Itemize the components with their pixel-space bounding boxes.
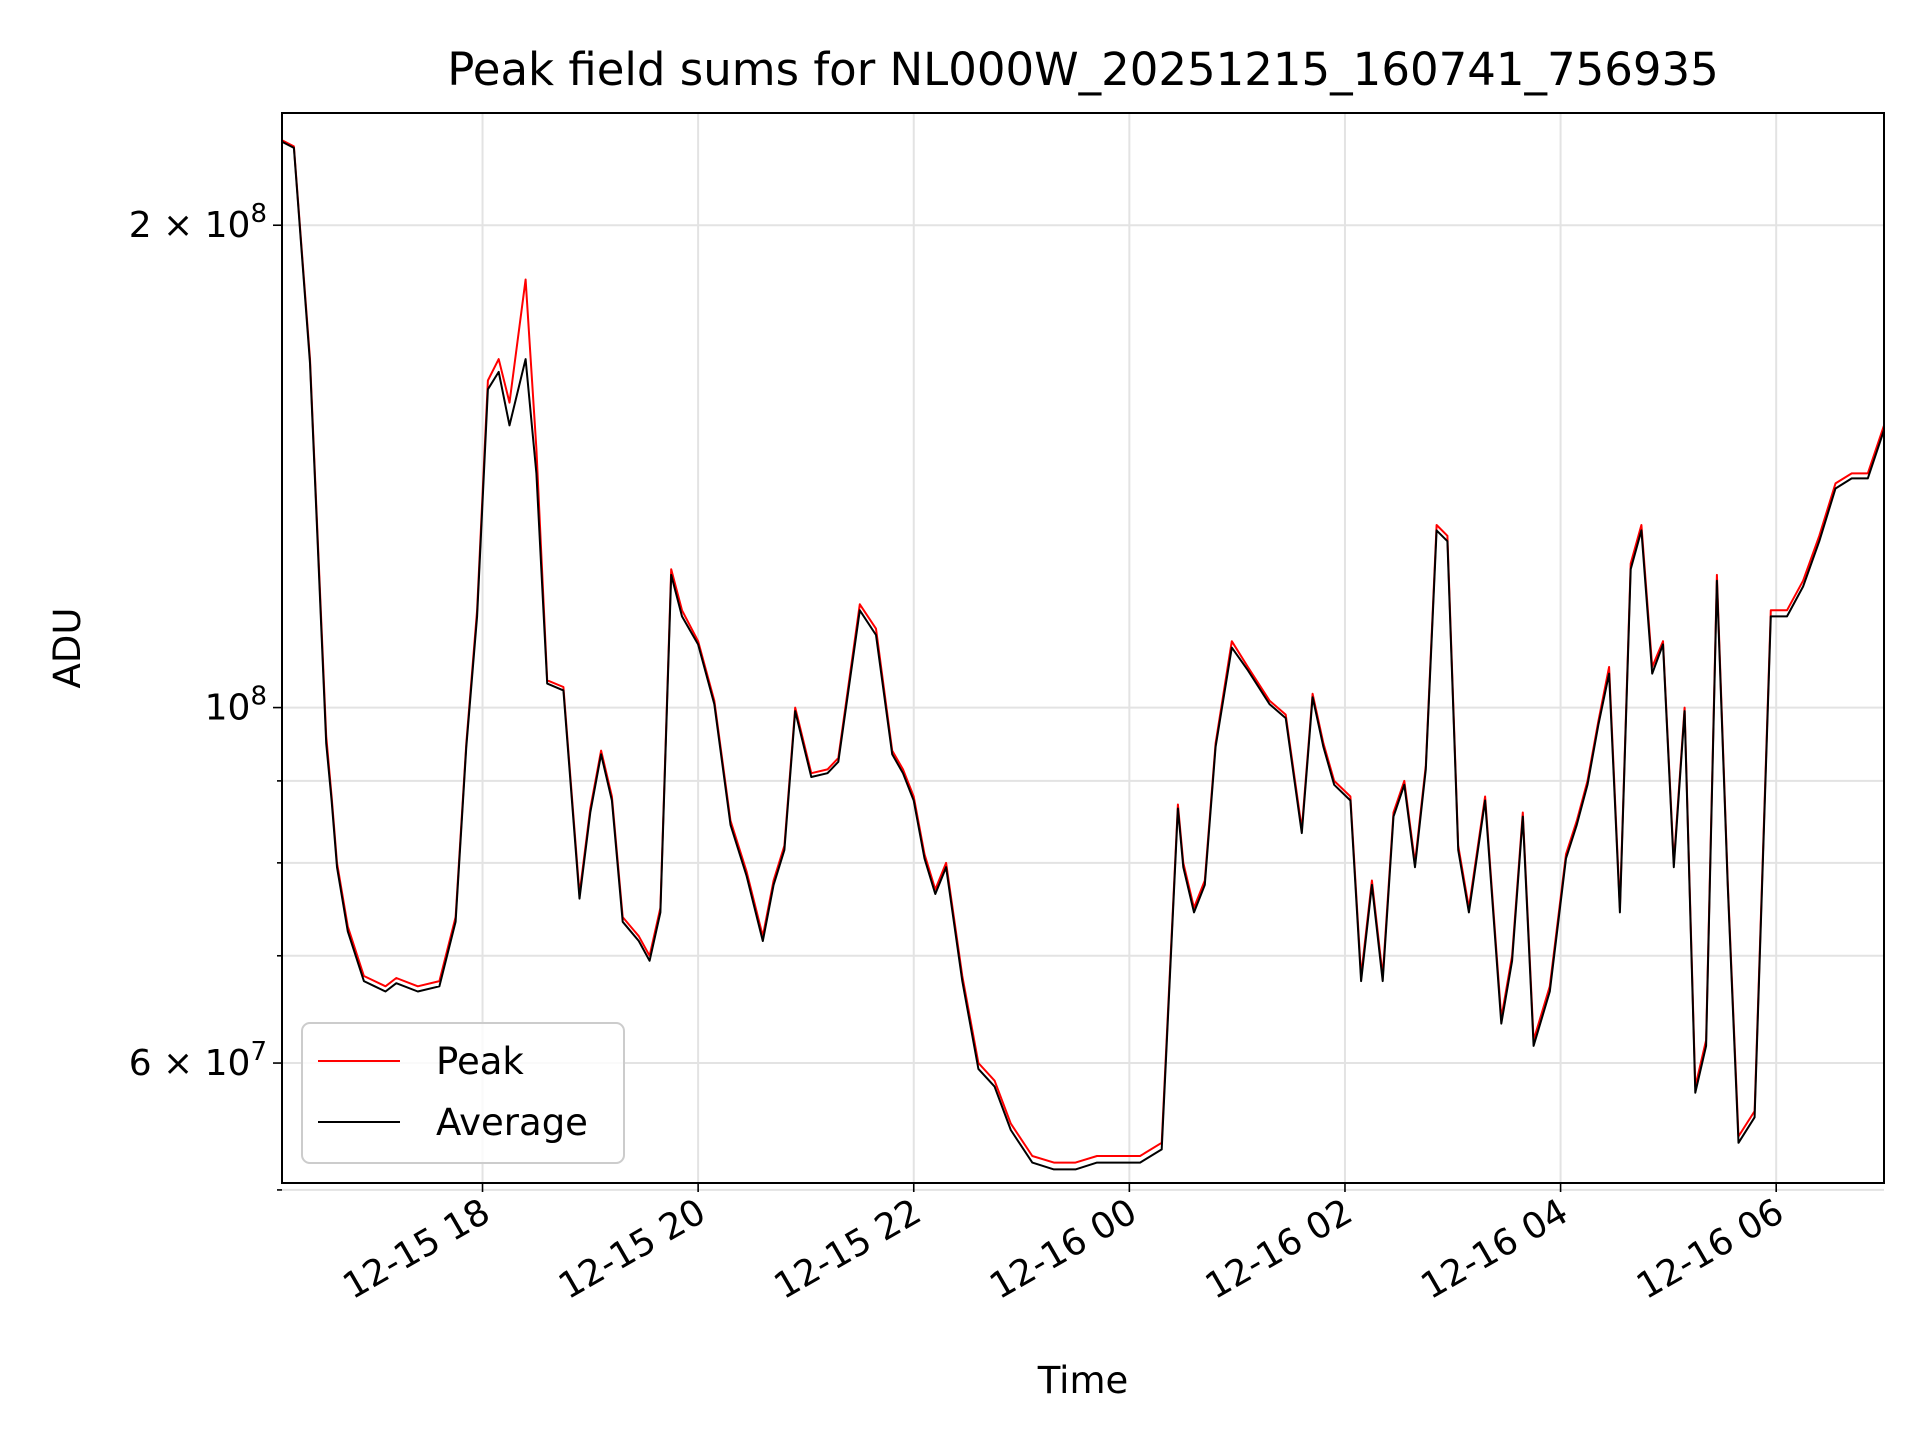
- series-line-average: [281, 140, 1885, 1171]
- legend-label-peak: Peak: [436, 1040, 524, 1083]
- y-tick-label: 6 × 107: [129, 1037, 267, 1084]
- y-tick-label: 2 × 108: [129, 199, 267, 246]
- plot-frame: [281, 112, 1885, 1184]
- legend-box: [301, 1022, 625, 1164]
- legend-label-average: Average: [436, 1101, 588, 1144]
- x-axis-label: Time: [1037, 1359, 1129, 1402]
- y-axis-label: ADU: [46, 608, 89, 689]
- chart-title: Peak field sums for NL000W_20251215_1607…: [447, 43, 1719, 96]
- legend: Peak Average: [301, 1022, 625, 1164]
